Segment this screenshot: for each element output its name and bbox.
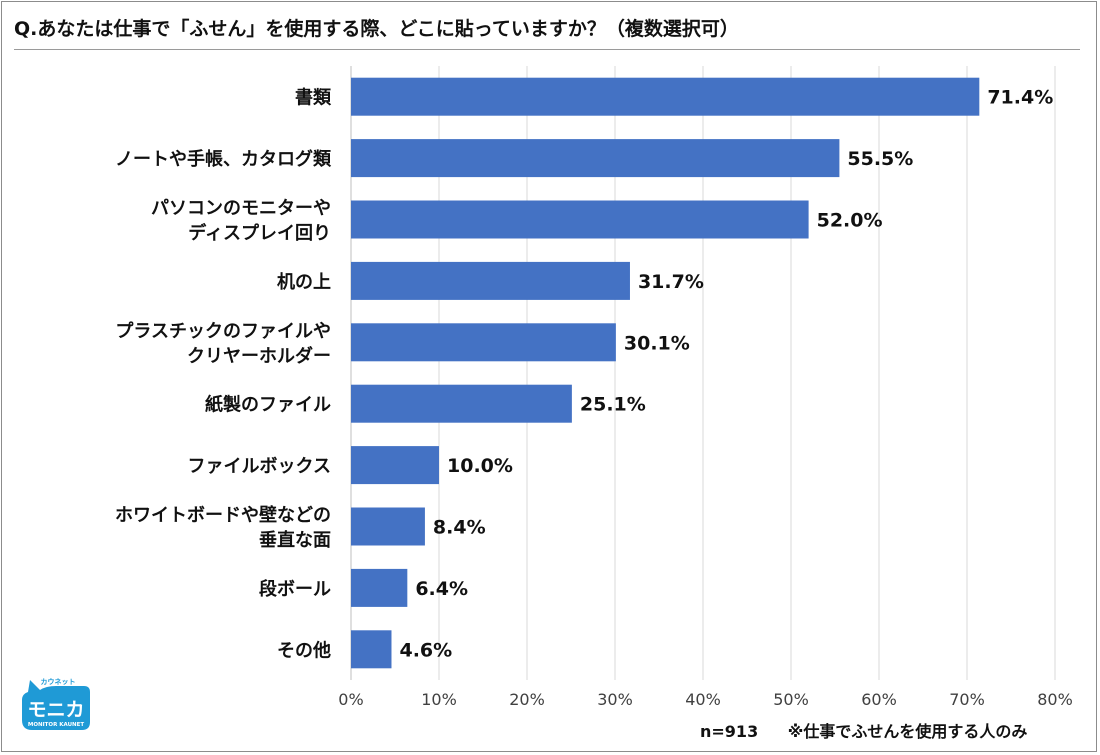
data-label: 25.1% (580, 394, 646, 416)
x-tick-label: 80% (1037, 690, 1073, 709)
bar (351, 139, 840, 178)
category-label: ホワイトボードや壁などの (115, 504, 331, 526)
category-label: ノートや手帳、カタログ類 (115, 148, 332, 170)
sample-size: n=913 (700, 722, 759, 741)
bar (351, 200, 809, 239)
logo-main-text: モニカ (27, 699, 84, 721)
data-label: 55.5% (847, 148, 913, 170)
x-tick-label: 50% (773, 690, 809, 709)
chart-title: Q.あなたは仕事で「ふせん」を使用する際、どこに貼っていますか？（複数選択可） (14, 18, 739, 40)
category-label: クリヤーホルダー (187, 345, 331, 367)
category-label: その他 (277, 639, 331, 661)
bar (351, 77, 980, 116)
x-tick-label: 60% (861, 690, 897, 709)
x-tick-label: 70% (949, 690, 985, 709)
category-label: パソコンのモニターや (151, 198, 331, 219)
bar (351, 446, 439, 485)
x-tick-label: 0% (338, 690, 363, 709)
bar (351, 384, 572, 423)
bar (351, 323, 616, 362)
category-label: 垂直な面 (259, 529, 331, 551)
data-label: 4.6% (399, 639, 452, 661)
monica-logo: カウネット モニカ MONITOR KAUNET (22, 678, 90, 730)
bar (351, 507, 425, 546)
footnote: n=913 ※仕事でふせんを使用する人のみ (700, 718, 1027, 742)
bar (351, 630, 392, 669)
bar (351, 568, 408, 607)
sample-note: ※仕事でふせんを使用する人のみ (787, 722, 1028, 741)
category-label: 紙製のファイル (205, 394, 331, 416)
logo-badge-shape (22, 680, 90, 730)
data-label: 31.7% (638, 271, 704, 293)
data-label: 6.4% (415, 578, 468, 600)
data-label: 10.0% (447, 455, 513, 477)
logo-top-text: カウネット (41, 678, 76, 686)
x-tick-label: 20% (509, 690, 545, 709)
bar (351, 261, 630, 300)
x-tick-label: 40% (685, 690, 721, 709)
x-tick-label: 30% (597, 690, 633, 709)
x-tick-label: 10% (421, 690, 457, 709)
title-divider (14, 49, 1080, 50)
category-label: 机の上 (277, 272, 331, 293)
data-label: 30.1% (624, 332, 690, 354)
category-label: ファイルボックス (188, 456, 331, 477)
category-label: ディスプレイ回り (188, 222, 331, 244)
data-label: 71.4% (987, 87, 1053, 109)
logo-sub-text: MONITOR KAUNET (28, 722, 85, 728)
data-label: 52.0% (817, 210, 883, 232)
category-label: プラスチックのファイルや (115, 320, 331, 342)
category-label: 段ボール (259, 578, 331, 600)
category-label: 書類 (295, 88, 332, 109)
data-label: 8.4% (433, 517, 486, 539)
